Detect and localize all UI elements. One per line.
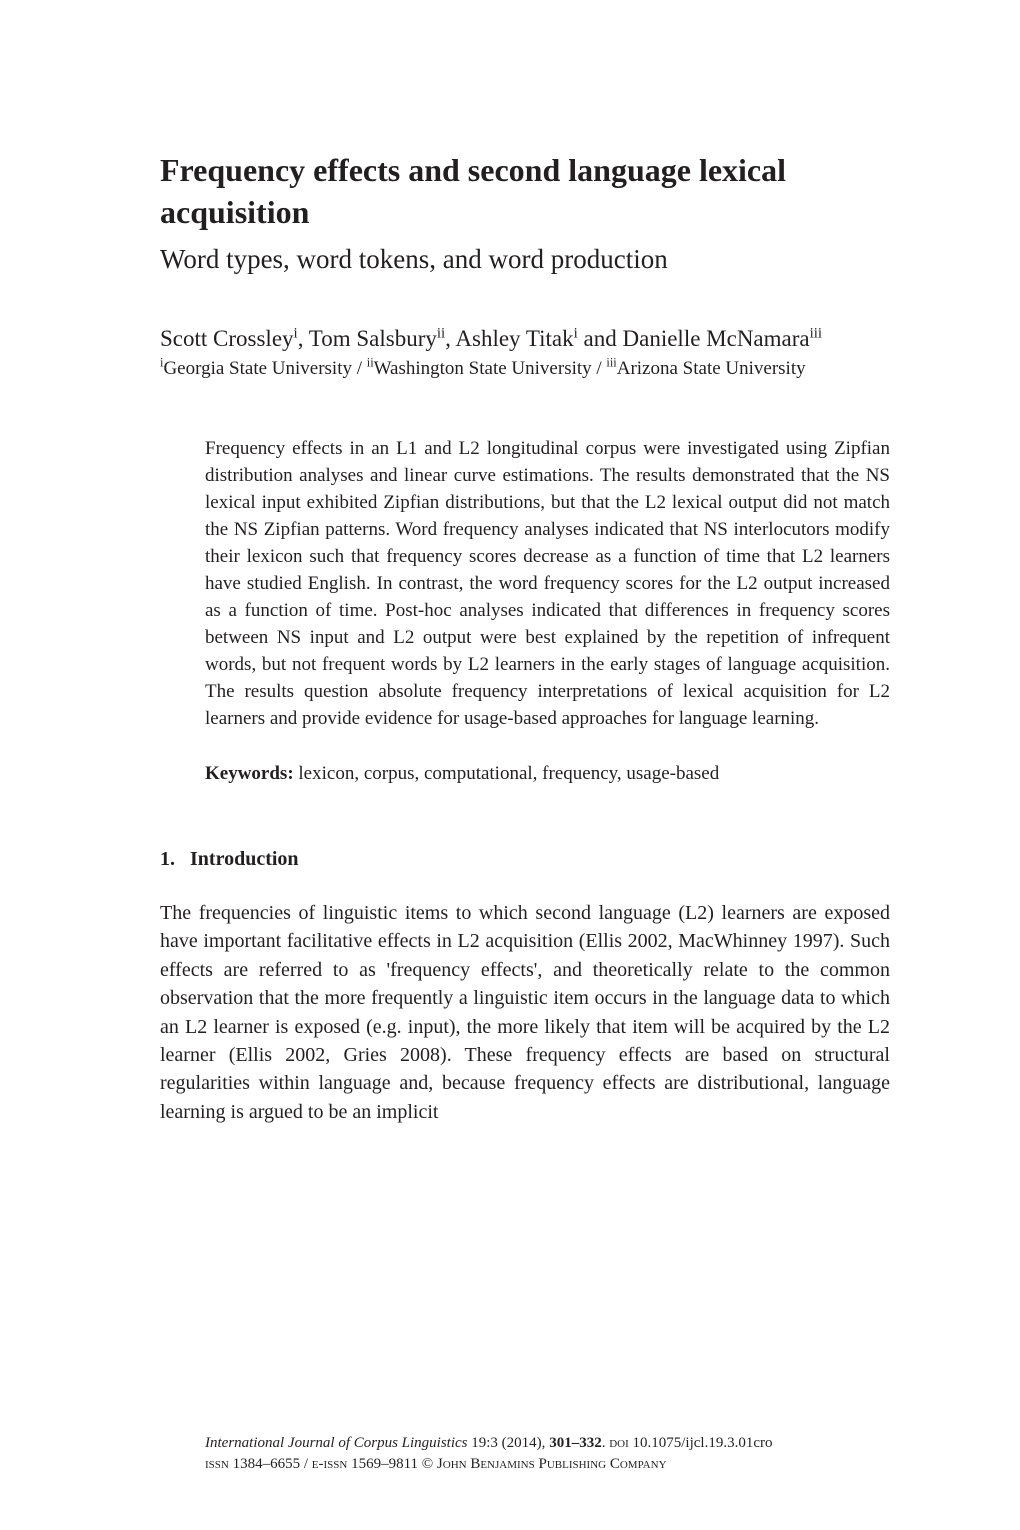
article-subtitle: Word types, word tokens, and word produc… [160, 241, 890, 277]
footer-issn: issn 1384–6655 / e-issn 1569–9811 © John… [205, 1454, 890, 1475]
section-heading: 1. Introduction [160, 848, 890, 871]
article-title: Frequency effects and second language le… [160, 150, 890, 233]
abstract: Frequency effects in an L1 and L2 longit… [205, 436, 890, 733]
volume-issue: 19:3 (2014), [471, 1435, 545, 1451]
keywords-label: Keywords: [205, 763, 294, 784]
journal-name: International Journal of Corpus Linguist… [205, 1435, 468, 1451]
keywords: Keywords: lexicon, corpus, computational… [205, 761, 890, 788]
affiliations: iGeorgia State University / iiWashington… [160, 356, 890, 382]
keywords-text: lexicon, corpus, computational, frequenc… [294, 763, 720, 784]
issn-line: issn 1384–6655 / e-issn 1569–9811 © John… [205, 1456, 667, 1472]
doi-label: doi [609, 1435, 629, 1451]
section-title: Introduction [190, 848, 299, 870]
page-range: 301–332. [549, 1435, 605, 1451]
section-number: 1. [160, 848, 175, 870]
body-paragraph: The frequencies of linguistic items to w… [160, 899, 890, 1126]
authors: Scott Crossleyi, Tom Salsburyii, Ashley … [160, 323, 890, 354]
doi-value: 10.1075/ijcl.19.3.01cro [633, 1435, 773, 1451]
footer: International Journal of Corpus Linguist… [160, 1433, 890, 1475]
footer-citation: International Journal of Corpus Linguist… [205, 1433, 890, 1454]
